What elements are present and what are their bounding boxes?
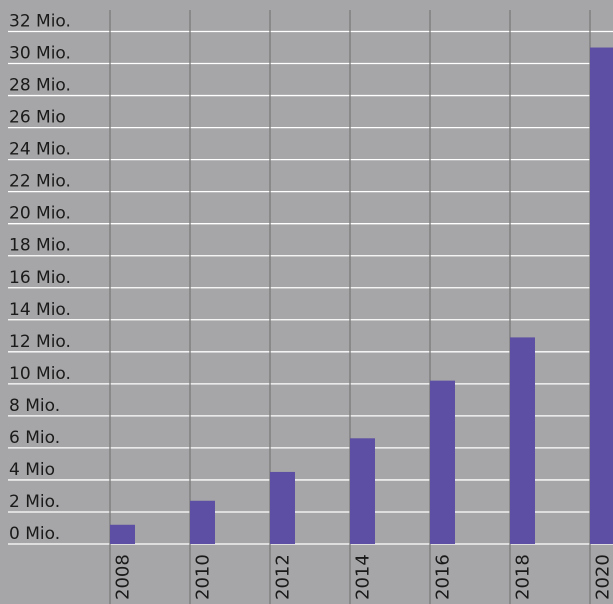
bar-2008 xyxy=(110,524,135,544)
x-tick-label: 2018 xyxy=(513,554,534,600)
gridlines xyxy=(8,30,613,545)
bar-2018 xyxy=(510,337,535,544)
y-tick-label: 10 Mio. xyxy=(9,364,71,384)
bar-2016 xyxy=(430,380,455,544)
y-tick-label: 12 Mio. xyxy=(9,332,71,352)
y-tick-label: 8 Mio. xyxy=(9,396,60,416)
bar-2012 xyxy=(270,471,295,544)
x-tick-label: 2010 xyxy=(193,554,214,600)
y-axis-ticks: 0 Mio. 2 Mio. 4 Mio 6 Mio. 8 Mio. 10 Mio. 12 M… xyxy=(9,12,71,545)
y-tick-label: 4 Mio xyxy=(9,460,55,480)
x-tick-label: 2008 xyxy=(113,554,134,600)
x-tick-label: 2016 xyxy=(433,554,454,600)
bar-2020 xyxy=(590,47,613,544)
x-tick-label: 2012 xyxy=(273,554,294,600)
y-tick-label: 32 Mio. xyxy=(9,12,71,32)
y-tick-label: 18 Mio. xyxy=(9,236,71,256)
x-axis-ticks: 2008 2010 2012 2014 2016 2018 2020 xyxy=(113,554,613,600)
y-tick-label: 30 Mio. xyxy=(9,44,71,64)
x-tick-label: 2014 xyxy=(353,554,374,600)
y-tick-label: 14 Mio. xyxy=(9,300,71,320)
bar-2014 xyxy=(350,438,375,544)
y-tick-label: 26 Mio xyxy=(9,108,66,128)
y-tick-label: 0 Mio. xyxy=(9,524,60,544)
y-tick-label: 20 Mio. xyxy=(9,204,71,224)
bar-2010 xyxy=(190,500,215,544)
y-tick-label: 16 Mio. xyxy=(9,268,71,288)
y-tick-label: 6 Mio. xyxy=(9,428,60,448)
x-tick-label: 2020 xyxy=(593,554,613,600)
y-tick-label: 22 Mio. xyxy=(9,172,71,192)
y-tick-label: 24 Mio. xyxy=(9,140,71,160)
bars xyxy=(110,47,613,544)
y-tick-label: 28 Mio. xyxy=(9,76,71,96)
y-tick-label: 2 Mio. xyxy=(9,492,60,512)
